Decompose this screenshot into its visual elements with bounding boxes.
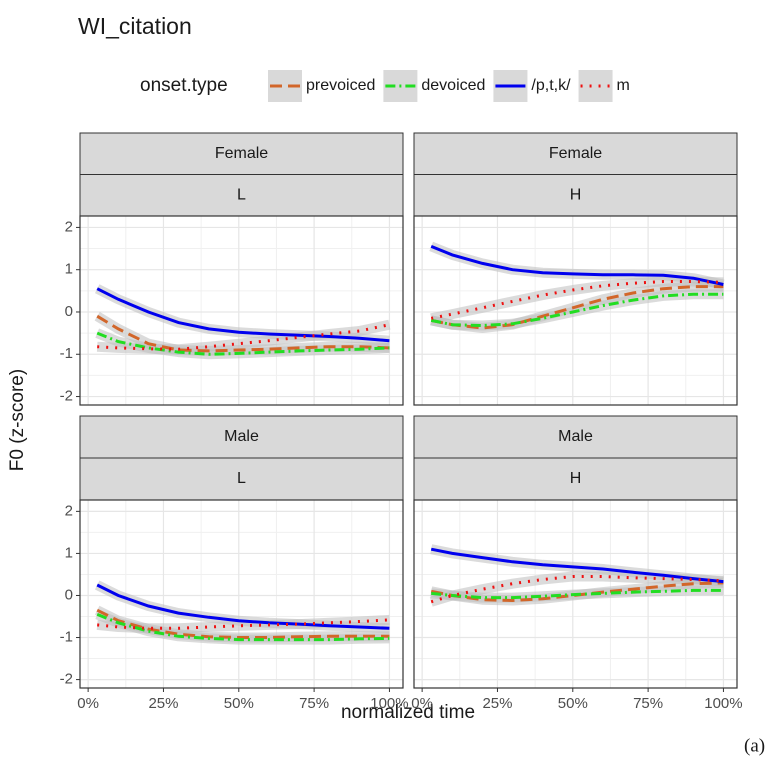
x-tick-label: 100% <box>370 695 408 712</box>
series-line <box>431 588 724 600</box>
x-tick-label: 25% <box>482 695 512 712</box>
series-line <box>96 613 390 642</box>
y-tick-label: 2 <box>65 218 73 235</box>
series-line <box>430 245 724 286</box>
facet-label: H <box>570 470 582 487</box>
y-tick-label: 0 <box>65 303 73 320</box>
facet-label: L <box>237 470 246 487</box>
facet-strip <box>413 132 738 175</box>
x-tick-label: 0% <box>411 695 433 712</box>
y-tick-label: -2 <box>60 671 73 688</box>
panel-border <box>413 215 738 406</box>
x-tick-label: 50% <box>224 695 254 712</box>
series-line <box>430 280 724 320</box>
facet-strip <box>413 415 738 459</box>
y-tick-label: -2 <box>60 388 73 405</box>
facet-strip <box>413 174 738 217</box>
legend-label: /p,t,k/ <box>531 77 571 94</box>
y-tick-label: 1 <box>65 544 73 561</box>
y-tick-label: -1 <box>60 628 73 645</box>
facet-strip <box>79 457 404 501</box>
legend-label: devoiced <box>421 77 485 94</box>
x-axis-label: normalized time <box>341 702 475 723</box>
chart-title: WI_citation <box>78 13 192 39</box>
confidence-band <box>96 319 391 355</box>
panel-border <box>413 499 738 689</box>
facet-label: Female <box>215 145 268 162</box>
panel-bg <box>80 500 403 688</box>
series-line <box>96 287 390 343</box>
series-line <box>96 583 390 630</box>
series-line <box>430 285 724 330</box>
facet-label: L <box>237 186 246 203</box>
y-tick-label: 0 <box>65 586 73 603</box>
facet-label: Male <box>558 428 593 445</box>
facet-label: H <box>570 186 582 203</box>
facet-label: Male <box>224 428 259 445</box>
y-tick-label: 1 <box>65 261 73 278</box>
x-tick-label: 0% <box>77 695 99 712</box>
x-tick-label: 25% <box>148 695 178 712</box>
series-line <box>430 575 724 604</box>
x-tick-label: 75% <box>299 695 329 712</box>
x-tick-label: 50% <box>558 695 588 712</box>
series-line <box>430 547 724 584</box>
facet-strip <box>79 415 404 459</box>
series-line <box>96 608 390 639</box>
series-line <box>96 331 390 356</box>
series-line <box>96 314 390 353</box>
facet-label: Female <box>549 145 602 162</box>
y-tick-label: 2 <box>65 502 73 519</box>
x-tick-label: 100% <box>704 695 742 712</box>
legend-title: onset.type <box>140 75 228 96</box>
panel-border <box>79 215 404 406</box>
panel-bg <box>80 216 403 405</box>
series-line <box>430 292 724 328</box>
y-axis-label: F0 (z-score) <box>7 369 28 471</box>
x-tick-label: 75% <box>633 695 663 712</box>
legend-label: prevoiced <box>306 77 375 94</box>
panel-border <box>79 499 404 689</box>
caption: (a) <box>744 735 765 756</box>
y-tick-label: -1 <box>60 345 73 362</box>
legend-key-bg <box>578 70 613 102</box>
legend-label: m <box>617 77 630 94</box>
